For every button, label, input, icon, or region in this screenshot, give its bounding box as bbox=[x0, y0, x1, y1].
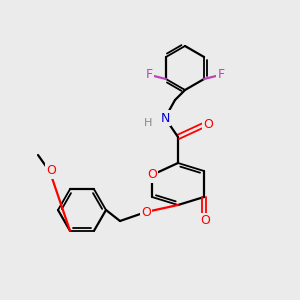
Text: O: O bbox=[200, 214, 210, 227]
Text: N: N bbox=[160, 112, 170, 124]
Text: O: O bbox=[147, 169, 157, 182]
Text: F: F bbox=[146, 68, 152, 80]
Text: F: F bbox=[218, 68, 225, 80]
Text: O: O bbox=[141, 206, 151, 218]
Text: O: O bbox=[46, 164, 56, 178]
Text: H: H bbox=[144, 118, 152, 128]
Text: O: O bbox=[203, 118, 213, 130]
